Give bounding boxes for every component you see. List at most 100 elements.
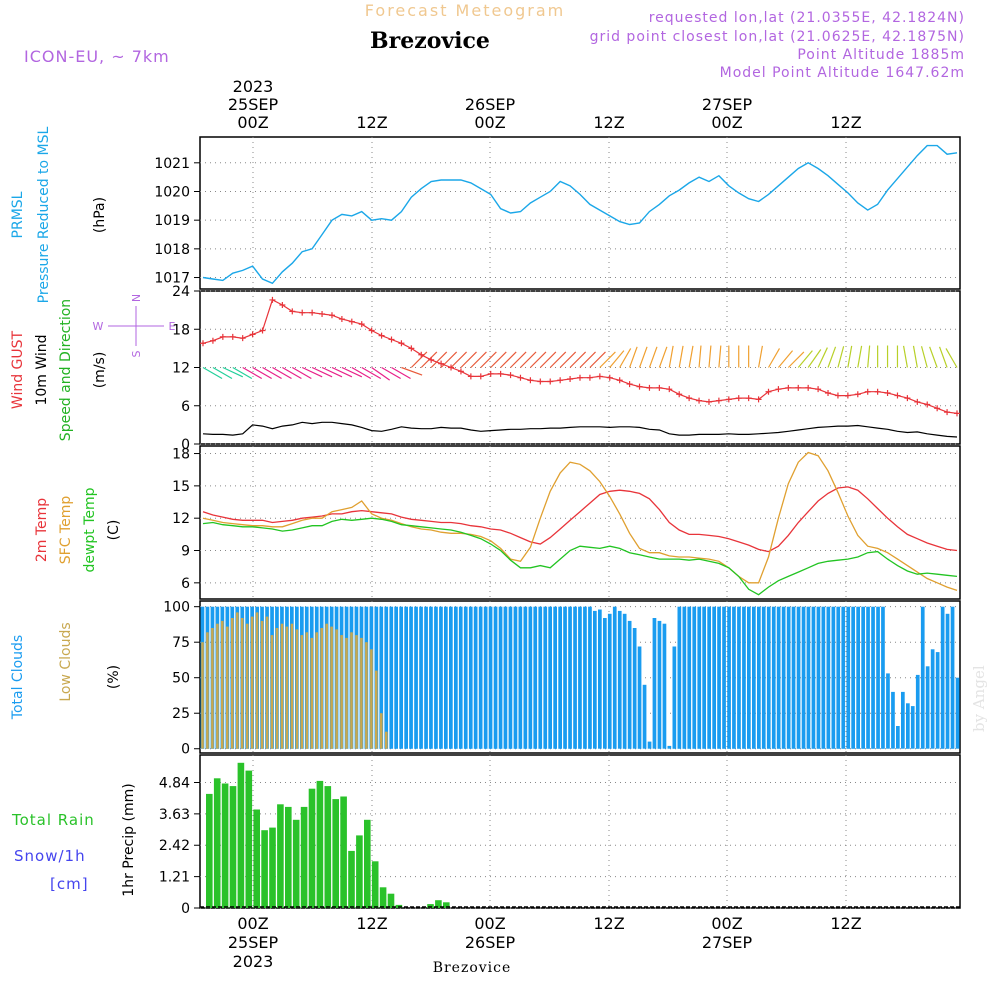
rain-bar bbox=[229, 786, 237, 908]
panel-frame bbox=[199, 445, 961, 600]
total-cloud-bar bbox=[548, 606, 552, 749]
low-cloud-bar bbox=[365, 642, 368, 749]
total-cloud-bar bbox=[831, 606, 836, 749]
total-cloud-bar bbox=[876, 606, 880, 749]
top-hour-label: 12Z bbox=[593, 113, 624, 132]
total-cloud-bar bbox=[851, 606, 855, 749]
total-cloud-bar bbox=[776, 606, 781, 749]
wind-arrow bbox=[827, 346, 837, 368]
gust-marker bbox=[854, 391, 861, 398]
total-cloud-bar bbox=[404, 606, 408, 749]
total-cloud-bar bbox=[920, 606, 925, 749]
wind-arrow bbox=[559, 351, 577, 368]
low-clouds-label: Low Clouds bbox=[58, 622, 74, 701]
rain-bar bbox=[213, 778, 221, 908]
total-cloud-bar bbox=[702, 606, 706, 749]
total-cloud-bar bbox=[906, 703, 910, 749]
gust-marker bbox=[328, 312, 335, 319]
total-cloud-bar bbox=[781, 606, 786, 749]
gust-marker bbox=[388, 336, 395, 343]
gust-marker bbox=[705, 398, 712, 405]
wind-arrow bbox=[301, 366, 323, 378]
total-cloud-bar bbox=[672, 646, 677, 749]
wind-arrow bbox=[668, 345, 674, 368]
y-tick-label: 1020 bbox=[154, 184, 190, 200]
total-cloud-bar bbox=[866, 606, 870, 749]
y-tick-label: 0 bbox=[181, 437, 190, 453]
total-cloud-bar bbox=[637, 646, 642, 749]
total-cloud-bar bbox=[578, 606, 582, 749]
gust-marker bbox=[378, 332, 385, 339]
low-cloud-bar bbox=[355, 635, 358, 749]
total-cloud-bar bbox=[379, 606, 384, 749]
total-cloud-bar bbox=[632, 628, 637, 749]
gust-marker bbox=[557, 377, 564, 384]
total-cloud-bar bbox=[791, 606, 796, 749]
low-cloud-bar bbox=[231, 618, 234, 749]
wind-arrow bbox=[549, 351, 567, 368]
compass-south: S bbox=[130, 350, 143, 357]
wind-arrow bbox=[767, 348, 781, 368]
rain-bar bbox=[245, 770, 253, 908]
total-cloud-bar bbox=[757, 606, 761, 749]
wind-arrow bbox=[629, 346, 638, 368]
total-cloud-bar bbox=[846, 606, 851, 749]
low-cloud-bar bbox=[350, 632, 353, 749]
total-cloud-bar bbox=[687, 606, 692, 749]
top-hour-label: 00Z bbox=[237, 113, 268, 132]
low-cloud-bar bbox=[260, 620, 264, 749]
wind-arrow bbox=[242, 366, 263, 380]
bottom-hour-label: 00Z bbox=[474, 914, 505, 933]
y-tick-label: 50 bbox=[172, 671, 190, 687]
compass-east: E bbox=[169, 320, 176, 333]
total-cloud-bar bbox=[727, 606, 731, 749]
total-cloud-bar bbox=[458, 606, 463, 749]
wind-arrow bbox=[361, 366, 382, 380]
wind-arrow bbox=[490, 351, 507, 368]
total-cloud-bar bbox=[394, 606, 398, 749]
total-cloud-bar bbox=[389, 606, 394, 749]
total-cloud-bar bbox=[409, 606, 413, 749]
low-cloud-bar bbox=[305, 632, 309, 749]
wind-arrow bbox=[648, 346, 658, 368]
total-cloud-bar bbox=[836, 606, 841, 749]
gust-marker bbox=[924, 401, 931, 408]
total-cloud-bar bbox=[652, 618, 657, 749]
wind-arrow bbox=[857, 345, 863, 368]
precip-ylabel: 1hr Precip (mm) bbox=[121, 783, 137, 896]
gust-marker bbox=[834, 392, 841, 399]
gust-marker bbox=[755, 396, 762, 403]
wind-arrow bbox=[945, 348, 958, 368]
wind-arrow bbox=[797, 350, 813, 368]
total-cloud-bar bbox=[478, 606, 483, 749]
total-cloud-bar bbox=[930, 649, 935, 749]
wind-arrow bbox=[938, 346, 948, 368]
gust-marker bbox=[676, 391, 683, 398]
wind-arrow bbox=[837, 346, 845, 368]
total-cloud-bar bbox=[468, 606, 473, 749]
wind-arrow bbox=[470, 351, 487, 368]
model-altitude: Model Point Altitude 1647.62m bbox=[720, 65, 965, 81]
total-cloud-bar bbox=[732, 606, 736, 749]
total-cloud-bar bbox=[607, 613, 612, 749]
total-cloud-bar bbox=[826, 606, 831, 749]
total-cloud-bar bbox=[493, 606, 498, 749]
bottom-day-label: 26SEP bbox=[465, 933, 516, 952]
gust-marker bbox=[785, 384, 792, 391]
gust-marker bbox=[894, 392, 901, 399]
low-cloud-bar bbox=[290, 623, 294, 749]
total-cloud-bar bbox=[752, 606, 756, 749]
rain-bar bbox=[427, 904, 434, 908]
wind-arrow bbox=[341, 366, 363, 378]
rain-bar bbox=[277, 804, 284, 908]
gust-marker bbox=[259, 327, 266, 334]
total-cloud-bar bbox=[761, 606, 766, 749]
gust-marker bbox=[745, 395, 752, 402]
total-cloud-bar bbox=[712, 606, 716, 749]
gust-marker bbox=[547, 378, 554, 385]
rain-bar bbox=[356, 835, 363, 908]
total-cloud-bar bbox=[667, 745, 672, 749]
total-cloud-bar bbox=[568, 606, 572, 749]
total-cloud-bar bbox=[384, 606, 389, 749]
total-cloud-bar bbox=[513, 606, 518, 749]
